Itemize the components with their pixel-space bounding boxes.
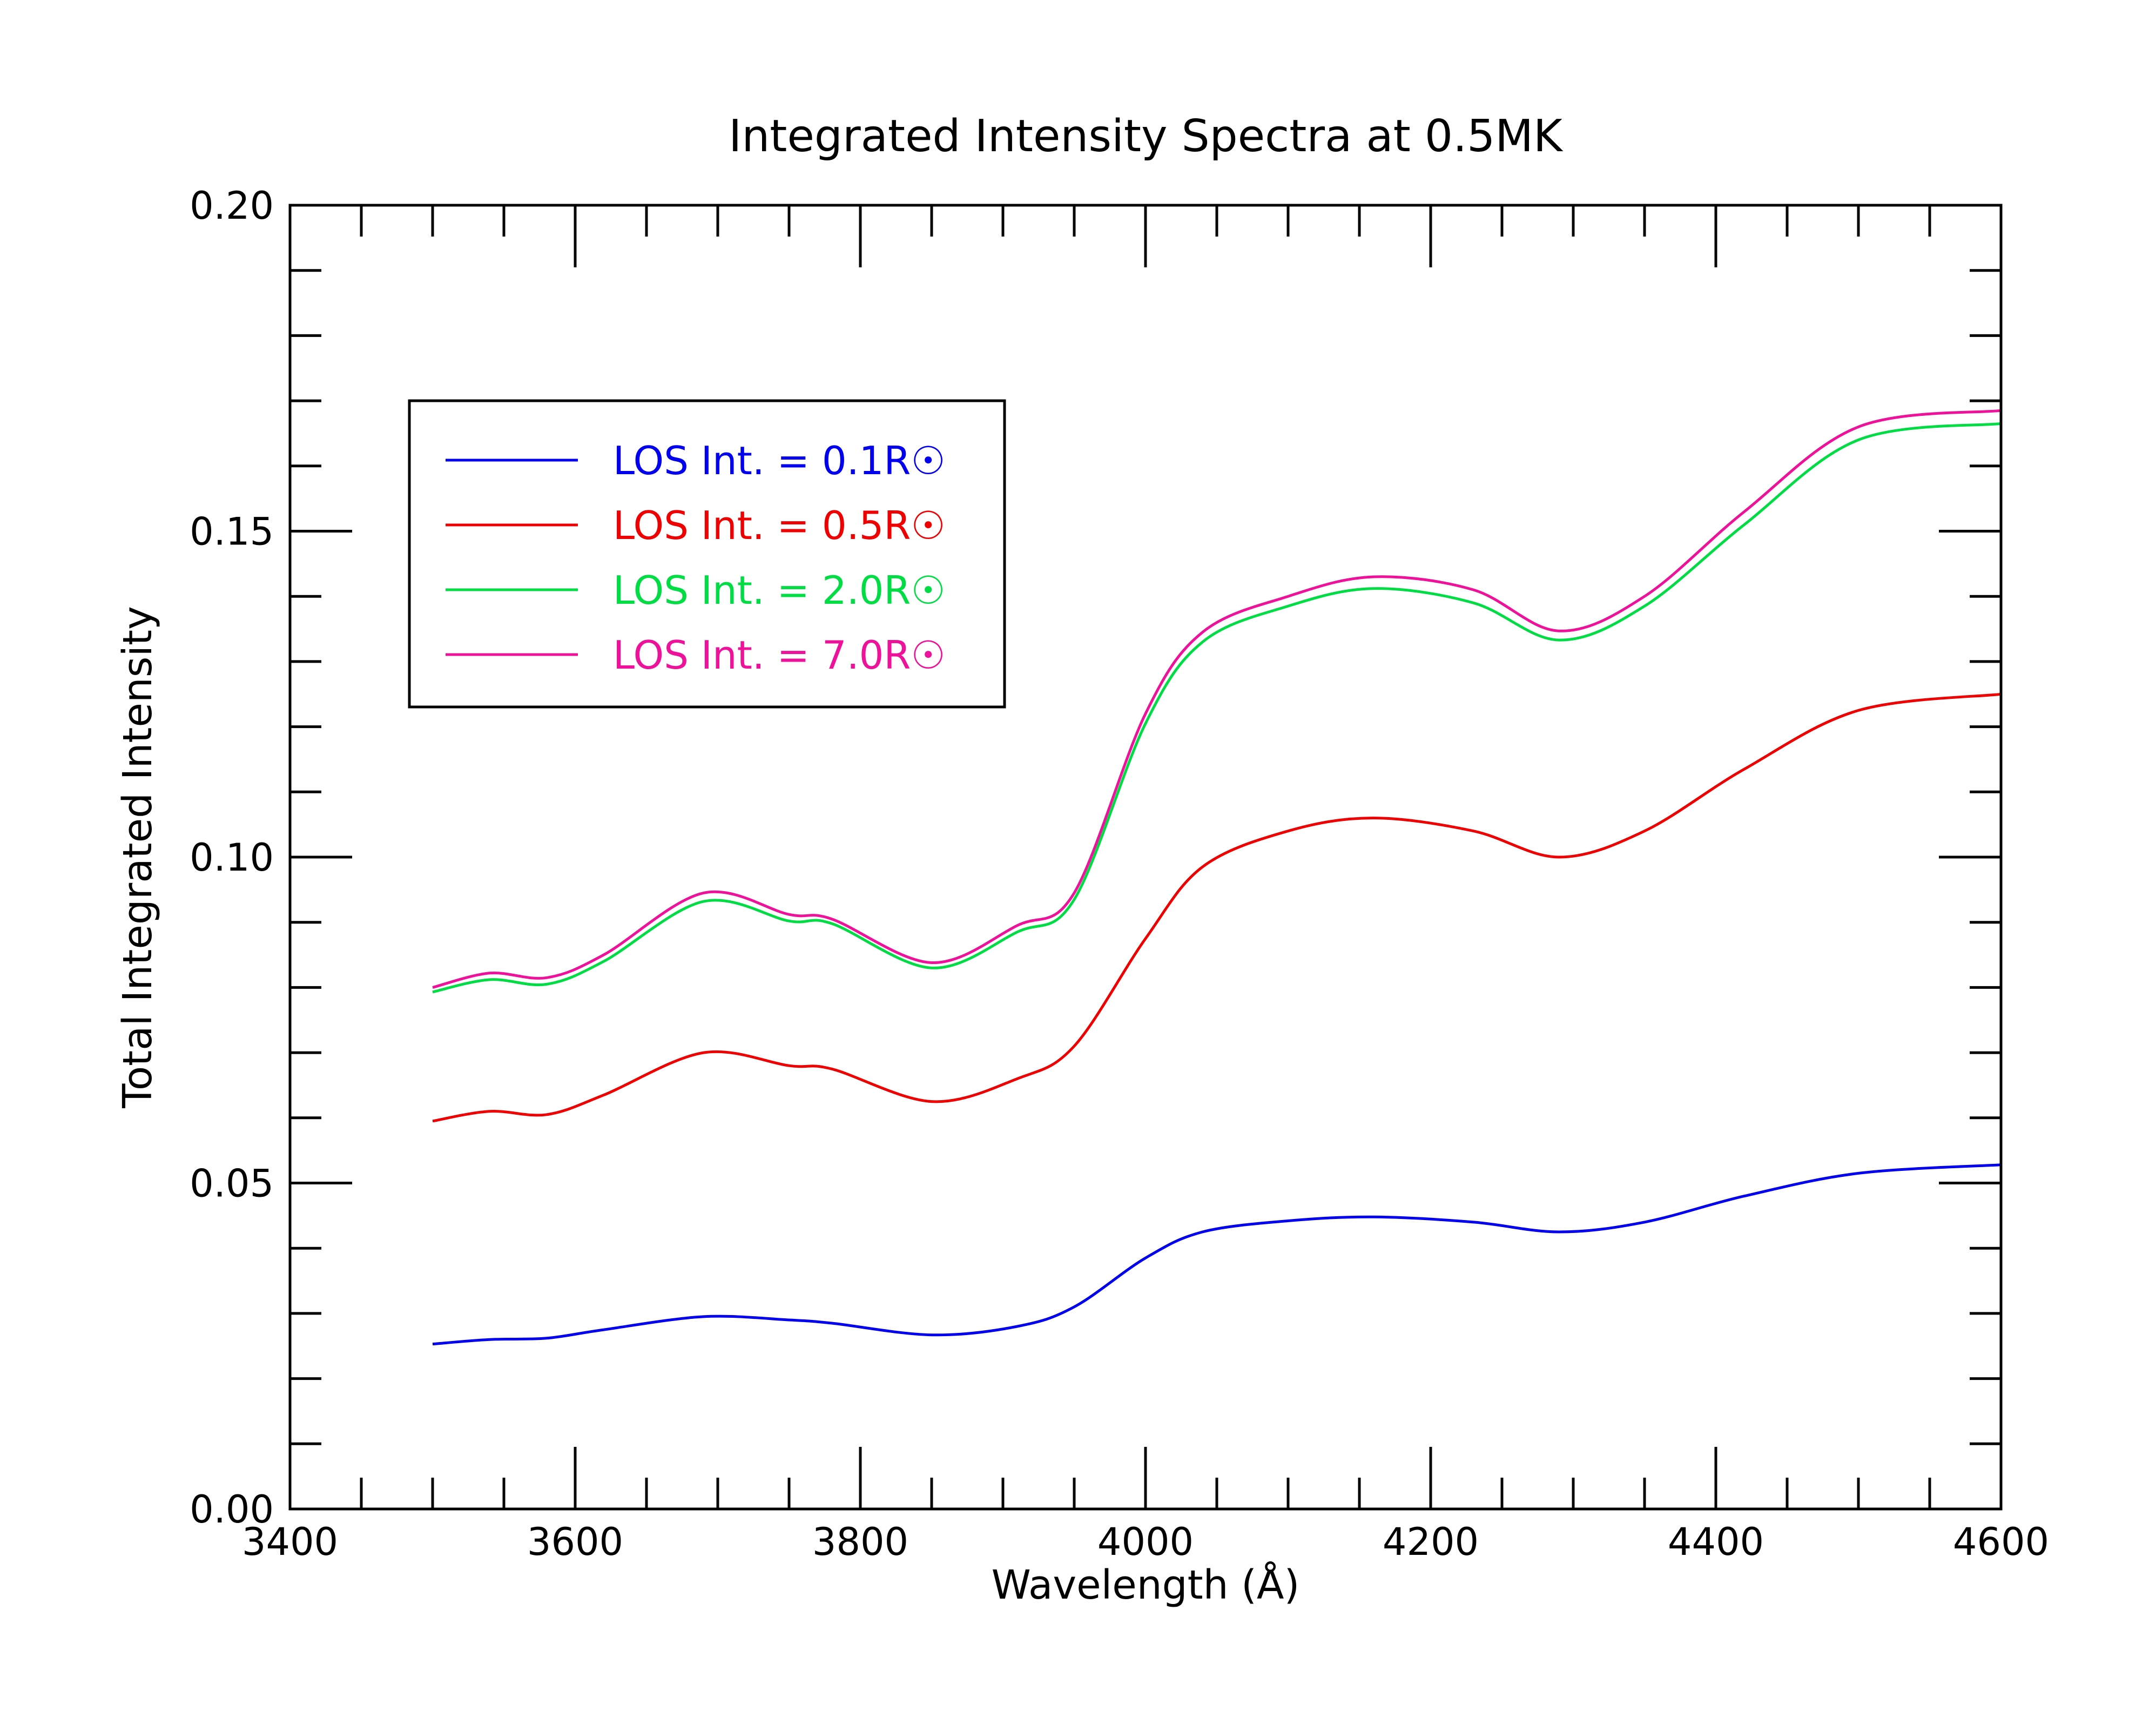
series-line-4: [432, 409, 2002, 989]
x-tick-label: 4400: [1668, 1520, 1764, 1564]
y-tick-label: 0.15: [190, 510, 274, 554]
y-tick-label: 0.10: [190, 835, 274, 880]
series-line-3: [432, 422, 2002, 994]
legend-label-3: LOS Int. = 2.0R☉: [613, 568, 946, 613]
x-tick-label: 3600: [527, 1520, 623, 1564]
axis-tick-labels: 3400 3600 3800 4000 4200 4400 4600 0.00 0.05 0.10…: [190, 184, 2049, 1564]
legend-label-1: LOS Int. = 0.1R☉: [613, 438, 946, 483]
x-axis-label: Wavelength (Å): [992, 1561, 1300, 1608]
y-tick-label: 0.20: [190, 184, 274, 228]
x-tick-label: 3400: [242, 1520, 338, 1564]
series-lines: [432, 409, 2002, 1346]
x-tick-label: 4200: [1383, 1520, 1479, 1564]
series-line-2: [432, 692, 2002, 1123]
legend: LOS Int. = 0.1R☉ LOS Int. = 0.5R☉ LOS Int.…: [408, 399, 1006, 709]
chart-title: Integrated Intensity Spectra at 0.5MK: [729, 111, 1564, 162]
axis-ticks: [288, 204, 2003, 1511]
plot-frame: [288, 204, 2003, 1511]
x-tick-label: 4000: [1097, 1520, 1194, 1564]
legend-label-2: LOS Int. = 0.5R☉: [613, 503, 946, 548]
y-tick-label: 0.05: [190, 1162, 274, 1206]
legend-label-4: LOS Int. = 7.0R☉: [613, 632, 946, 678]
x-tick-label: 3800: [812, 1520, 908, 1564]
series-line-1: [432, 1163, 2002, 1346]
x-tick-label: 4600: [1953, 1520, 2049, 1564]
legend-items: LOS Int. = 0.1R☉ LOS Int. = 0.5R☉ LOS Int.…: [446, 438, 946, 678]
y-tick-label: 0.00: [190, 1487, 274, 1532]
y-axis-label: Total Integrated Intensity: [114, 606, 161, 1108]
